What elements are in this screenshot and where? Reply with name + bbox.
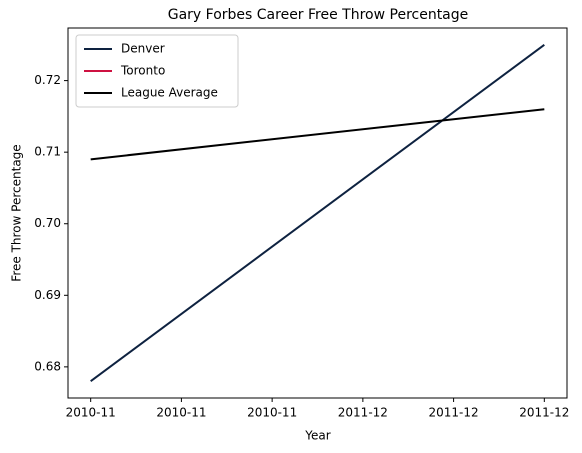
y-tick-label: 0.69 <box>34 288 61 302</box>
y-tick-label: 0.68 <box>34 359 61 373</box>
x-tick-label: 2011-12 <box>519 406 569 420</box>
y-axis-label: Free Throw Percentage <box>10 144 24 281</box>
y-tick-label: 0.72 <box>34 73 61 87</box>
x-tick-label: 2010-11 <box>156 406 206 420</box>
chart-title: Gary Forbes Career Free Throw Percentage <box>168 7 469 23</box>
legend-label: League Average <box>121 86 218 100</box>
x-tick-label: 2010-11 <box>247 406 297 420</box>
plot-frame <box>67 27 568 399</box>
x-axis-label: Year <box>304 429 330 443</box>
legend-label: Denver <box>121 42 165 56</box>
legend-box <box>75 34 239 108</box>
y-tick-label: 0.71 <box>34 145 61 159</box>
x-tick-label: 2011-12 <box>429 406 479 420</box>
legend-label: Toronto <box>120 64 165 78</box>
x-tick-label: 2011-12 <box>338 406 388 420</box>
x-tick-label: 2010-11 <box>66 406 116 420</box>
series-line <box>90 108 545 161</box>
y-tick-label: 0.70 <box>34 216 61 230</box>
series-line <box>90 44 545 382</box>
